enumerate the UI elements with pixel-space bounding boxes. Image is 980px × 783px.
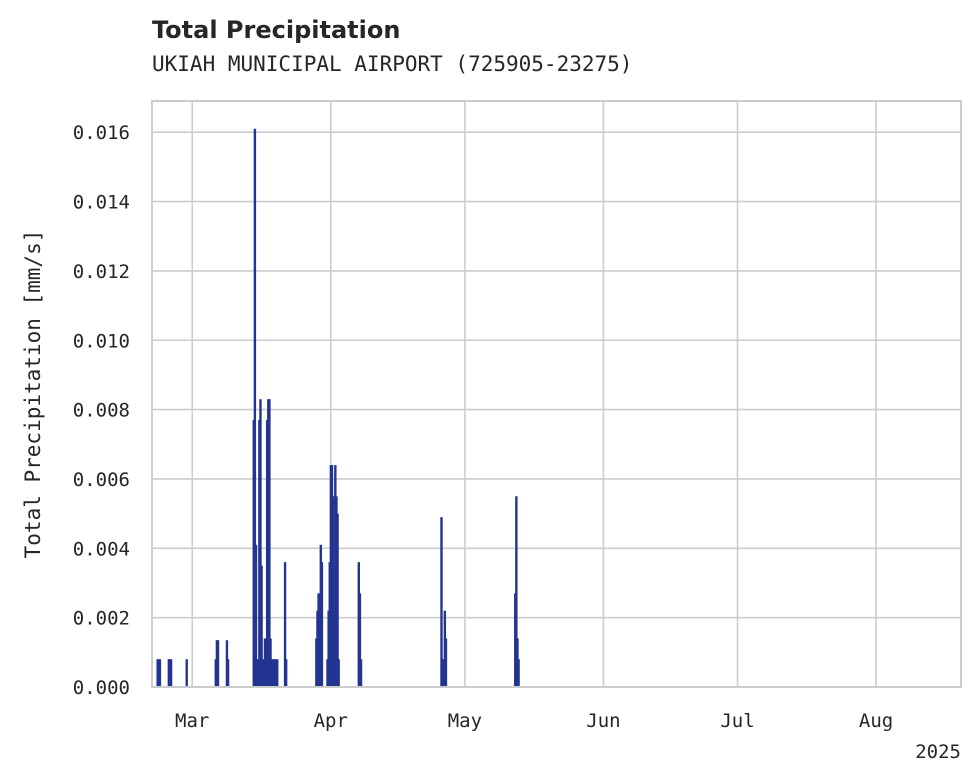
x-tick-label: May	[448, 710, 482, 732]
y-tick-label: 0.004	[73, 538, 130, 560]
x-tick-label: Apr	[314, 710, 348, 732]
chart-subtitle: UKIAH MUNICIPAL AIRPORT (725905-23275)	[152, 52, 633, 76]
y-tick-label: 0.000	[73, 677, 130, 699]
precip-bar	[276, 659, 279, 687]
y-tick-label: 0.002	[73, 608, 130, 630]
precip-bar	[331, 496, 335, 687]
precip-bar	[260, 565, 263, 687]
precip-bar	[254, 544, 258, 687]
x-year-label: 2025	[915, 741, 961, 763]
precip-bar	[185, 659, 188, 687]
precip-bar	[226, 659, 230, 687]
precip-bar	[253, 128, 257, 688]
precip-bar	[169, 659, 173, 687]
precip-bar	[359, 659, 363, 687]
precip-bar	[158, 659, 162, 687]
precip-bar	[336, 513, 339, 687]
y-tick-label: 0.016	[73, 122, 130, 144]
x-tick-labels: Mar Apr May Jun Jul Aug	[175, 710, 893, 732]
grid	[152, 101, 961, 688]
precip-bar	[284, 659, 288, 687]
precip-bar	[517, 659, 520, 687]
plot-frame	[151, 100, 962, 688]
y-tick-label: 0.006	[73, 469, 130, 491]
x-tick-label: Aug	[859, 710, 893, 732]
precip-bar	[440, 517, 443, 687]
y-axis-label: Total Precipitation [mm/s]	[21, 230, 45, 559]
x-tick-label: Mar	[175, 710, 209, 732]
y-tick-labels: 0.000 0.002 0.004 0.006 0.008 0.010 0.012 0.014…	[73, 122, 130, 699]
precip-bar	[283, 562, 287, 687]
y-tick-label: 0.010	[73, 330, 130, 352]
precip-bar	[358, 593, 362, 687]
y-tick-label: 0.012	[73, 261, 130, 283]
precip-bar	[337, 659, 340, 687]
x-tick-label: Jul	[720, 710, 754, 732]
precip-bar	[259, 399, 262, 687]
y-tick-label: 0.008	[73, 400, 130, 422]
precip-bar	[444, 638, 448, 687]
bars	[156, 128, 520, 688]
precip-bar	[268, 399, 271, 687]
y-tick-label: 0.014	[73, 192, 130, 214]
precip-bar	[515, 496, 518, 687]
precip-bar	[320, 562, 324, 687]
precip-bar	[216, 640, 220, 687]
chart-title: Total Precipitation	[152, 16, 401, 44]
x-tick-label: Jun	[586, 710, 620, 732]
